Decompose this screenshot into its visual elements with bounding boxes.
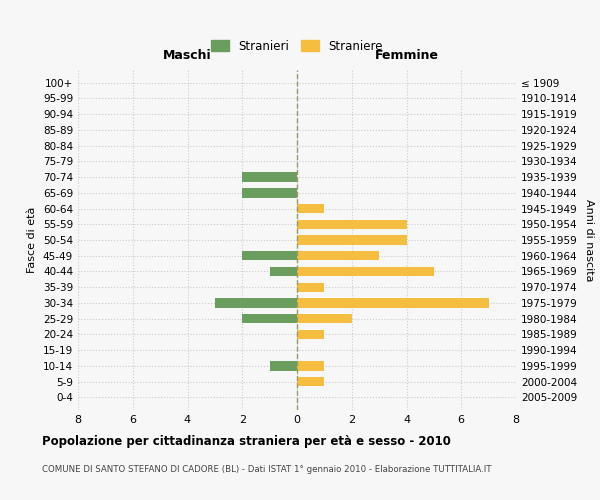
Bar [242, 251, 297, 260]
Bar [297, 330, 325, 339]
Bar [215, 298, 297, 308]
Bar [297, 204, 325, 213]
Bar [269, 267, 297, 276]
Y-axis label: Fasce di età: Fasce di età [28, 207, 37, 273]
Y-axis label: Anni di nascita: Anni di nascita [584, 198, 594, 281]
Bar [242, 188, 297, 198]
Bar [297, 298, 488, 308]
Bar [297, 267, 434, 276]
Bar [242, 172, 297, 182]
Text: Popolazione per cittadinanza straniera per età e sesso - 2010: Popolazione per cittadinanza straniera p… [42, 435, 451, 448]
Text: Maschi: Maschi [163, 49, 212, 62]
Bar [297, 361, 325, 370]
Bar [242, 314, 297, 324]
Bar [297, 236, 407, 244]
Bar [297, 251, 379, 260]
Bar [297, 220, 407, 229]
Bar [269, 361, 297, 370]
Legend: Stranieri, Straniere: Stranieri, Straniere [206, 35, 388, 58]
Text: COMUNE DI SANTO STEFANO DI CADORE (BL) - Dati ISTAT 1° gennaio 2010 - Elaborazio: COMUNE DI SANTO STEFANO DI CADORE (BL) -… [42, 465, 491, 474]
Bar [297, 282, 325, 292]
Bar [297, 314, 352, 324]
Bar [297, 377, 325, 386]
Text: Femmine: Femmine [374, 49, 439, 62]
